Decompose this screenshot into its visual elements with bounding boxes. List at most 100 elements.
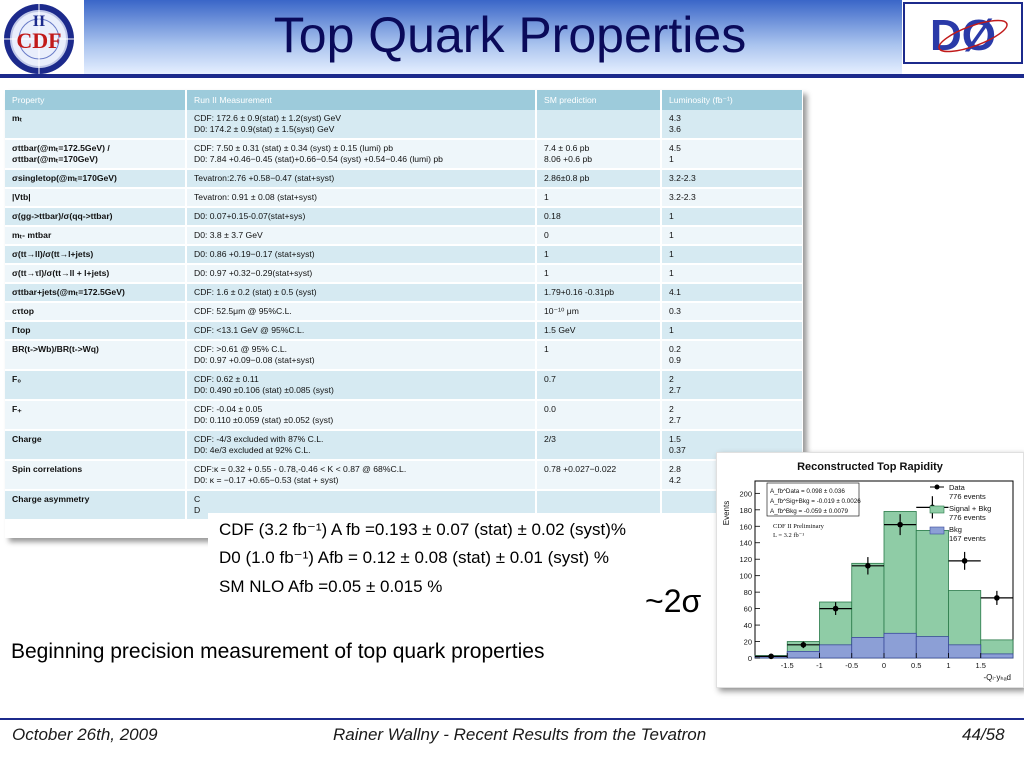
cell-luminosity: 2 2.7	[661, 400, 803, 431]
bkg-bar	[819, 644, 853, 659]
y-tick-label: 160	[739, 522, 752, 531]
cell-luminosity-line: 3.6	[669, 124, 681, 134]
cell-luminosity-line: 1	[669, 268, 674, 278]
cell-sm-prediction-line: 2.86±0.8 pb	[544, 173, 590, 183]
cell-sm-prediction: 1.5 GeV	[536, 321, 662, 341]
table-row: σ(tt→τl)/σ(tt→ll + l+jets) D0: 0.97 +0.32…	[5, 264, 803, 284]
table-row: σ(gg->ttbar)/σ(qq->ttbar) D0: 0.07+0.15-0…	[5, 207, 803, 227]
cell-property: Spin correlations	[5, 460, 187, 491]
x-tick-label: -1	[816, 661, 823, 670]
cell-measurement: CDF: 172.6 ± 0.9(stat) ± 1.2(syst) GeV D0…	[186, 110, 537, 140]
cell-property-line: Charge	[12, 434, 42, 444]
cell-measurement-line: CDF: 1.6 ± 0.2 (stat) ± 0.5 (syst)	[194, 287, 317, 297]
cell-luminosity-line: 1	[669, 211, 674, 221]
cell-luminosity: 4.1	[661, 283, 803, 303]
bkg-bar	[915, 636, 949, 659]
legend-label: Signal + Bkg	[949, 504, 991, 513]
cell-property-line: σttbar+jets(@mₜ=172.5GeV)	[12, 287, 125, 297]
x-tick-label: -0.5	[845, 661, 858, 670]
cell-sm-prediction-line: 0.78 +0.027−0.022	[544, 464, 617, 474]
cell-property: σ(tt→τl)/σ(tt→ll + l+jets)	[5, 264, 187, 284]
cell-property-line: Γtop	[12, 325, 31, 335]
cell-property: σsingletop(@mₜ=170GeV)	[5, 169, 187, 189]
cell-luminosity: 3.2-2.3	[661, 188, 803, 208]
cell-sm-prediction: 1	[536, 264, 662, 284]
cell-measurement-line: CDF: -4/3 excluded with 87% C.L.	[194, 434, 324, 444]
cell-measurement-line: CDF: >0.61 @ 95% C.L.	[194, 344, 288, 354]
y-tick-label: 60	[744, 605, 752, 614]
cell-luminosity: 1	[661, 264, 803, 284]
bkg-bar	[948, 644, 982, 659]
cell-measurement: D0: 0.97 +0.32−0.29(stat+syst)	[186, 264, 537, 284]
cdf-logo-text: CDF	[16, 28, 61, 53]
cell-luminosity-line: 4.5	[669, 143, 681, 153]
cell-measurement: CDF: 1.6 ± 0.2 (stat) ± 0.5 (syst)	[186, 283, 537, 303]
cell-luminosity-line: 4.3	[669, 113, 681, 123]
slide-title: Top Quark Properties	[273, 7, 747, 63]
cell-sm-prediction-line: 1.79+0.16 -0.31pb	[544, 287, 615, 297]
cell-measurement: CDF: 0.62 ± 0.11 D0: 0.490 ±0.106 (stat) …	[186, 370, 537, 401]
afb-cdf-line: CDF (3.2 fb⁻¹) A fb =0.193 ± 0.07 (stat)…	[219, 520, 626, 539]
cell-luminosity: 1	[661, 321, 803, 341]
rapidity-plot: Reconstructed Top Rapidity02040608010012…	[722, 461, 1014, 682]
cell-measurement: CDF: <13.1 GeV @ 95%C.L.	[186, 321, 537, 341]
bkg-bar	[980, 653, 1014, 659]
cell-measurement-line: CDF:κ = 0.32 + 0.55 - 0.78,-0.46 < K < 0…	[194, 464, 407, 474]
table-row: Γtop CDF: <13.1 GeV @ 95%C.L. 1.5 GeV 1	[5, 321, 803, 341]
cell-luminosity: 1	[661, 207, 803, 227]
x-tick-label: 1	[946, 661, 950, 670]
data-point	[961, 558, 968, 564]
cell-property: F₊	[5, 400, 187, 431]
cell-sm-prediction: 10⁻¹⁰ μm	[536, 302, 662, 322]
cell-property: cτtop	[5, 302, 187, 322]
cell-property: |Vtb|	[5, 188, 187, 208]
cell-measurement: CDF: 52.5μm @ 95%C.L.	[186, 302, 537, 322]
cell-luminosity-line: 3.2-2.3	[669, 192, 696, 202]
cell-luminosity: 2 2.7	[661, 370, 803, 401]
header-measurement: Run II Measurement	[186, 90, 537, 110]
cell-luminosity: 3.2-2.3	[661, 169, 803, 189]
y-tick-label: 0	[748, 654, 752, 663]
cell-luminosity-line: 4.1	[669, 287, 681, 297]
cell-measurement-line: D0: 0.110 ±0.059 (stat) ±0.052 (syst)	[194, 415, 334, 425]
footer-divider	[0, 718, 1024, 720]
cell-luminosity-line: 1	[669, 230, 674, 240]
cell-luminosity-line: 2.8	[669, 464, 681, 474]
legend-label: Data	[949, 483, 966, 492]
cell-property-line: mₜ	[12, 113, 23, 123]
cell-measurement-line: D0: 174.2 ± 0.9(stat) ± 1.5(syst) GeV	[194, 124, 335, 134]
cell-luminosity-line: 1.5	[669, 434, 681, 444]
cell-sm-prediction-line: 1	[544, 344, 549, 354]
cell-property: σ(gg->ttbar)/σ(qq->ttbar)	[5, 207, 187, 227]
table-row: F₊ CDF: -0.04 ± 0.05 D0: 0.110 ±0.059 (sta…	[5, 400, 803, 431]
header-gradient	[84, 0, 902, 74]
cell-luminosity-line: 1	[669, 154, 674, 164]
data-point	[832, 605, 839, 612]
cell-measurement: CDF: 7.50 ± 0.31 (stat) ± 0.34 (syst) ± …	[186, 139, 537, 170]
footer-center: Rainer Wallny - Recent Results from the …	[333, 725, 707, 744]
table-row: σttbar(@mₜ=172.5GeV) / σttbar(@mₜ=170GeV…	[5, 139, 803, 170]
y-tick-label: 180	[739, 506, 752, 515]
cell-sm-prediction-line: 1	[544, 192, 549, 202]
cell-sm-prediction: 0.7	[536, 370, 662, 401]
legend-bkg-swatch	[929, 526, 945, 535]
y-tick-label: 120	[739, 555, 752, 564]
cell-measurement-line: D0: κ = −0.17 +0.65−0.53 (stat + syst)	[194, 475, 339, 485]
cell-sm-prediction: 1.79+0.16 -0.31pb	[536, 283, 662, 303]
table-row: Charge CDF: -4/3 excluded with 87% C.L. D0…	[5, 430, 803, 461]
cell-sm-prediction-line: 0.18	[544, 211, 561, 221]
cell-sm-prediction: 0.0	[536, 400, 662, 431]
cell-measurement-line: D0: 0.86 +0.19−0.17 (stat+syst)	[194, 249, 315, 259]
cell-luminosity: 1	[661, 226, 803, 246]
cell-measurement-line: D0: 0.97 +0.32−0.29(stat+syst)	[194, 268, 313, 278]
cell-sm-prediction: 2/3	[536, 430, 662, 461]
y-tick-label: 200	[739, 489, 752, 498]
cell-property-line: σ(tt→ll)/σ(tt→l+jets)	[12, 249, 94, 259]
cell-sm-prediction	[536, 110, 662, 140]
cell-luminosity-line: 0.37	[669, 445, 686, 455]
cell-measurement-line: CDF: <13.1 GeV @ 95%C.L.	[194, 325, 305, 335]
cell-sm-prediction-line: 1.5 GeV	[544, 325, 576, 335]
cell-measurement: CDF:κ = 0.32 + 0.55 - 0.78,-0.46 < K < 0…	[186, 460, 537, 491]
cdf-logo-icon: CDF II	[4, 4, 74, 74]
cell-property-line: mₜ- mtbar	[12, 230, 52, 240]
